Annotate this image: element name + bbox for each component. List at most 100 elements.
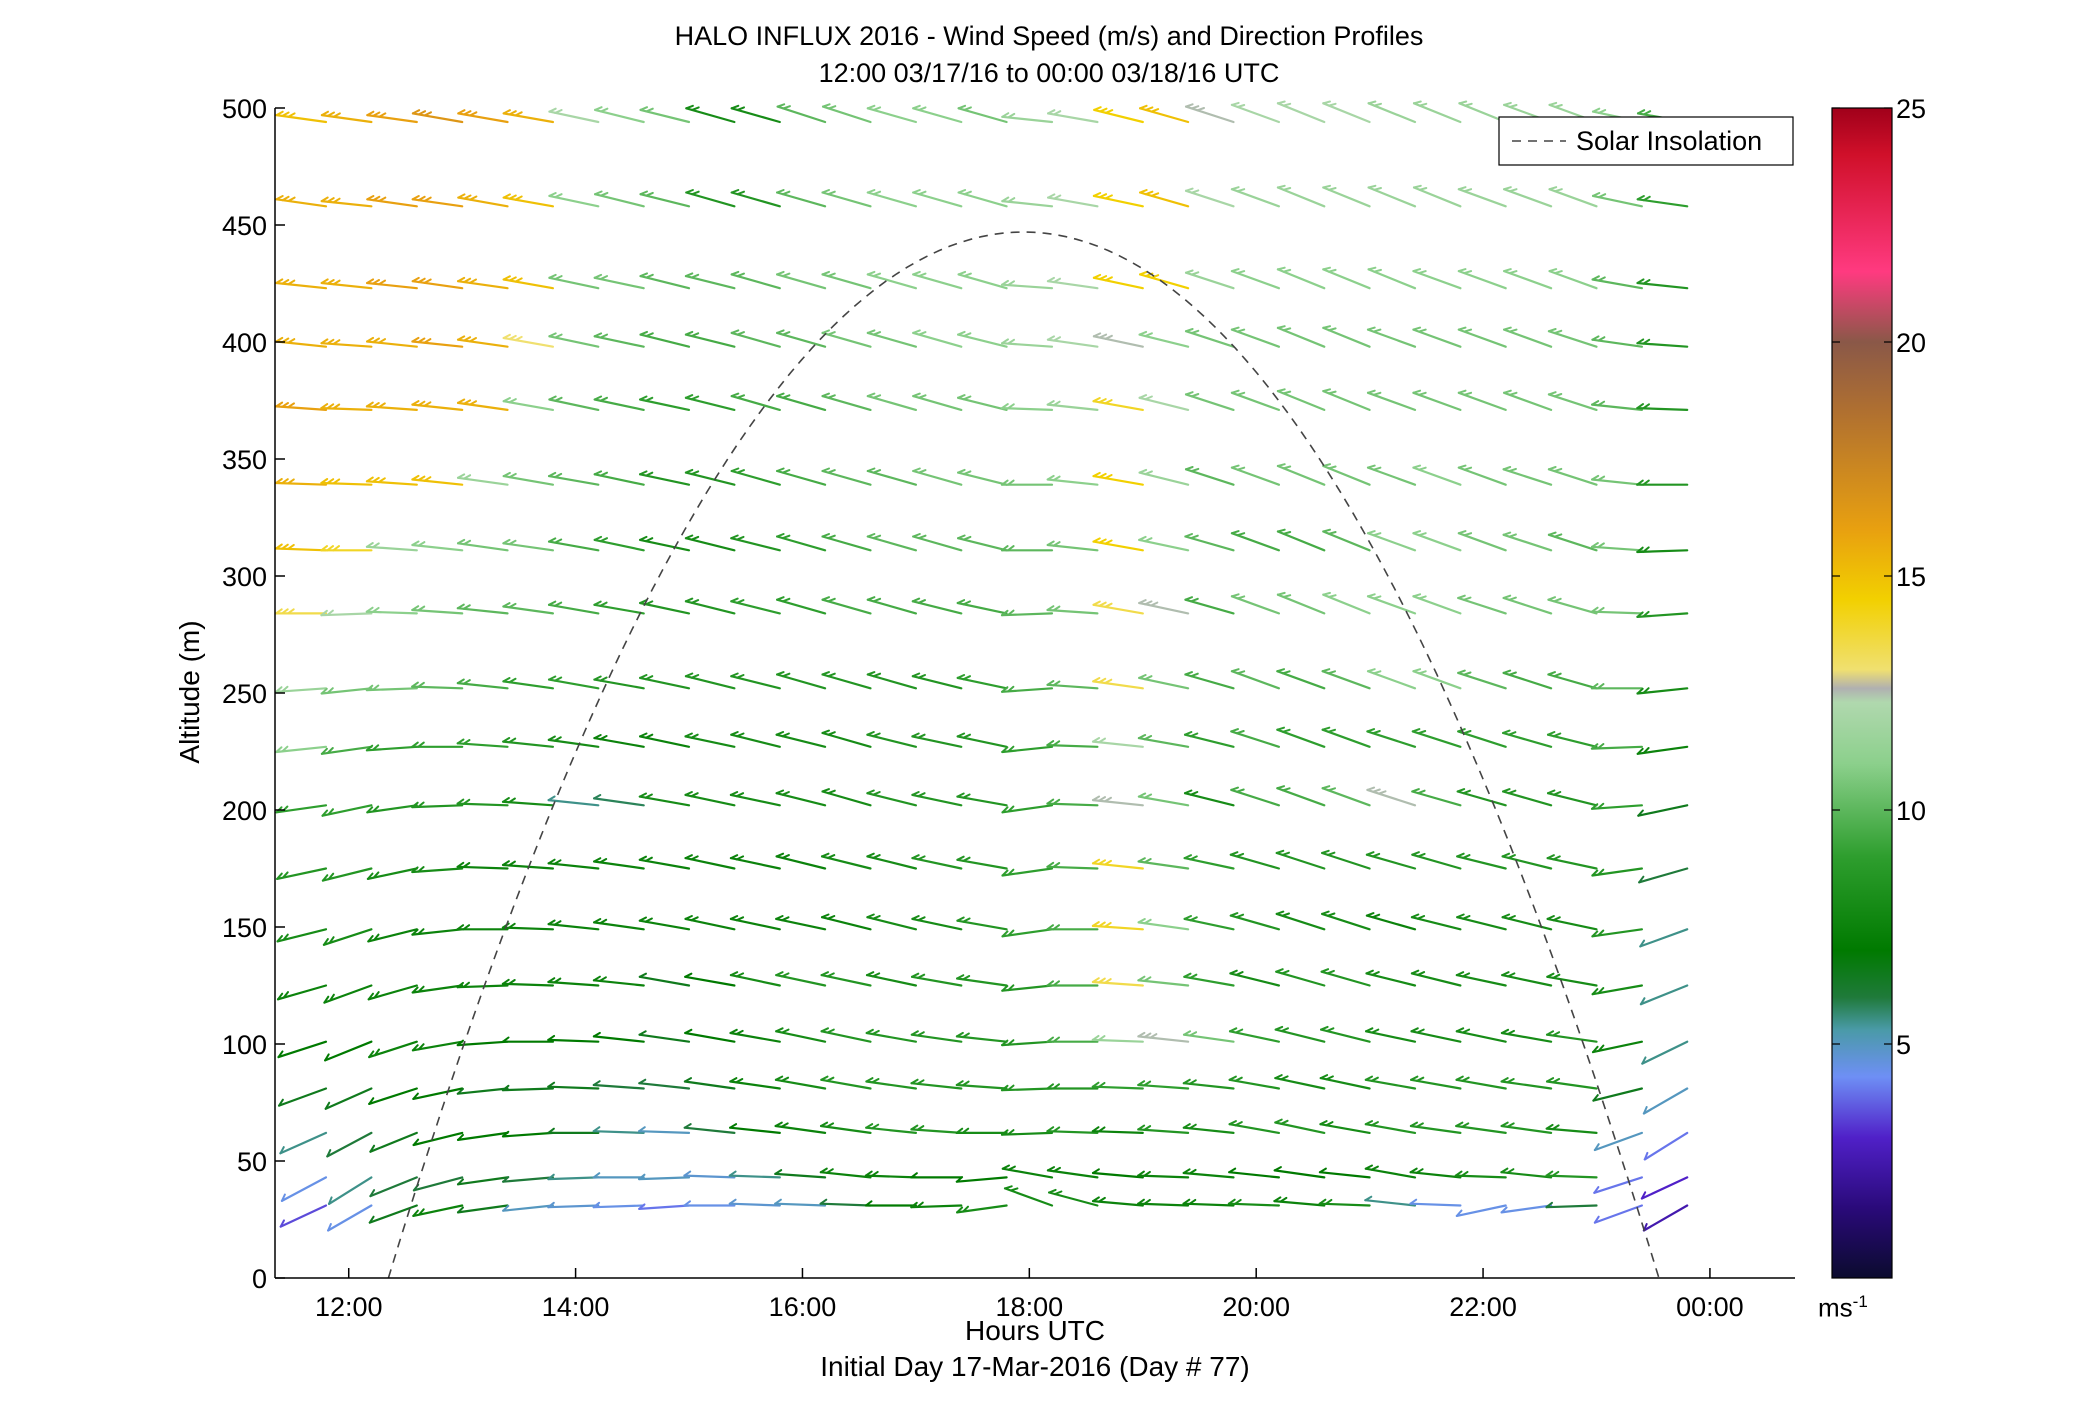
wind-barb	[1638, 867, 1689, 884]
wind-barb	[638, 855, 691, 870]
wind-barb	[547, 537, 600, 552]
wind-barb	[327, 1176, 373, 1206]
wind-barb	[1500, 1077, 1553, 1090]
wind-barb	[776, 103, 827, 124]
wind-barb	[910, 1078, 963, 1090]
wind-barb	[411, 984, 464, 994]
wind-barb	[1641, 1040, 1689, 1065]
wind-barb	[1590, 743, 1644, 750]
wind-barb	[957, 104, 1008, 124]
wind-barb	[320, 110, 373, 124]
initial-day-label: Initial Day 17-Mar-2016 (Day # 77)	[820, 1351, 1250, 1382]
wind-barb	[1501, 971, 1553, 987]
legend-label-solar-insolation: Solar Insolation	[1576, 126, 1762, 156]
wind-barb	[1545, 1170, 1598, 1179]
wind-barb	[365, 476, 418, 486]
wind-barb	[1228, 1027, 1281, 1043]
wind-barb	[1366, 728, 1417, 748]
wind-barb	[911, 672, 963, 690]
wind-barb	[1501, 729, 1553, 748]
wind-barb	[456, 1176, 509, 1186]
colorbar-tick-label: 20	[1896, 328, 1926, 358]
wind-barb	[1643, 1131, 1689, 1161]
wind-barb	[411, 336, 464, 348]
wind-barb	[321, 804, 373, 817]
wind-barb	[592, 975, 645, 987]
wind-barb	[320, 609, 373, 617]
wind-barb	[1138, 674, 1190, 690]
wind-barb	[1273, 1166, 1326, 1179]
wind-barb	[1276, 184, 1326, 208]
wind-barb	[1046, 1083, 1099, 1090]
wind-barb	[275, 543, 328, 552]
wind-barb	[956, 468, 1008, 486]
wind-barb	[501, 1036, 555, 1043]
wind-barb	[275, 110, 328, 124]
y-axis-label: Altitude (m)	[174, 620, 205, 764]
wind-barb	[1046, 276, 1099, 290]
wind-barb	[1046, 1036, 1099, 1043]
wind-barb	[730, 731, 781, 748]
wind-barb	[1230, 268, 1281, 290]
wind-barb	[730, 270, 781, 290]
wind-barb	[637, 1173, 691, 1181]
wind-barb	[1592, 1087, 1644, 1102]
wind-barb	[1502, 326, 1553, 348]
wind-barb	[1364, 1120, 1417, 1135]
wind-barb	[866, 270, 918, 290]
wind-barb	[1364, 1195, 1417, 1207]
wind-barb	[1456, 852, 1507, 870]
wind-barb	[910, 1124, 963, 1135]
x-axis-ticks: 12:00 14:00 16:00 18:00 20:00 22:00 00:00	[315, 1268, 1744, 1322]
wind-barb	[275, 478, 328, 486]
wind-barb	[775, 971, 827, 987]
wind-barb	[1276, 528, 1326, 552]
wind-barb	[1137, 975, 1190, 987]
wind-barb	[1046, 193, 1099, 208]
wind-barb	[1046, 740, 1099, 748]
wind-barb	[820, 913, 872, 931]
wind-barb	[1364, 1027, 1417, 1043]
wind-barb	[457, 109, 509, 124]
wind-barb	[866, 852, 918, 870]
wind-barb	[1322, 266, 1371, 290]
wind-barb	[456, 1039, 509, 1047]
wind-barb	[1091, 1034, 1144, 1043]
wind-barb	[548, 192, 600, 208]
y-tick-label: 250	[222, 679, 267, 709]
wind-barb	[548, 273, 600, 290]
wind-barb	[548, 395, 600, 411]
wind-barb	[775, 467, 827, 486]
wind-barb	[366, 195, 418, 208]
colorbar-tick-label: 25	[1896, 94, 1926, 124]
wind-barb	[1230, 326, 1281, 348]
wind-barb	[819, 1167, 872, 1179]
wind-barb	[638, 674, 691, 690]
wind-barb	[1637, 804, 1689, 817]
wind-barb	[1636, 745, 1689, 755]
wind-barb	[1409, 1121, 1462, 1135]
wind-barb	[1593, 1176, 1644, 1194]
wind-barb	[1091, 1196, 1144, 1207]
wind-barb	[1092, 600, 1144, 615]
wind-barb	[324, 1087, 373, 1110]
wind-barb	[956, 330, 1008, 348]
wind-barb	[412, 1204, 464, 1218]
wind-barb	[1457, 389, 1507, 411]
wind-barb	[1229, 851, 1281, 870]
wind-barb	[684, 972, 736, 987]
wind-barb	[1412, 100, 1462, 124]
wind-barb	[1183, 854, 1235, 870]
wind-barb	[1366, 668, 1417, 690]
wind-barb	[1457, 530, 1507, 552]
wind-barb	[1276, 388, 1326, 411]
wind-barb	[1274, 1074, 1326, 1090]
wind-barb	[638, 395, 691, 411]
wind-barb	[456, 473, 509, 486]
y-tick-label: 200	[222, 796, 267, 826]
wind-barb	[1636, 610, 1689, 619]
wind-barb	[1412, 184, 1462, 208]
wind-barb	[1184, 466, 1235, 486]
colorbar-tick-label: 5	[1896, 1030, 1911, 1060]
wind-barb	[955, 974, 1008, 987]
